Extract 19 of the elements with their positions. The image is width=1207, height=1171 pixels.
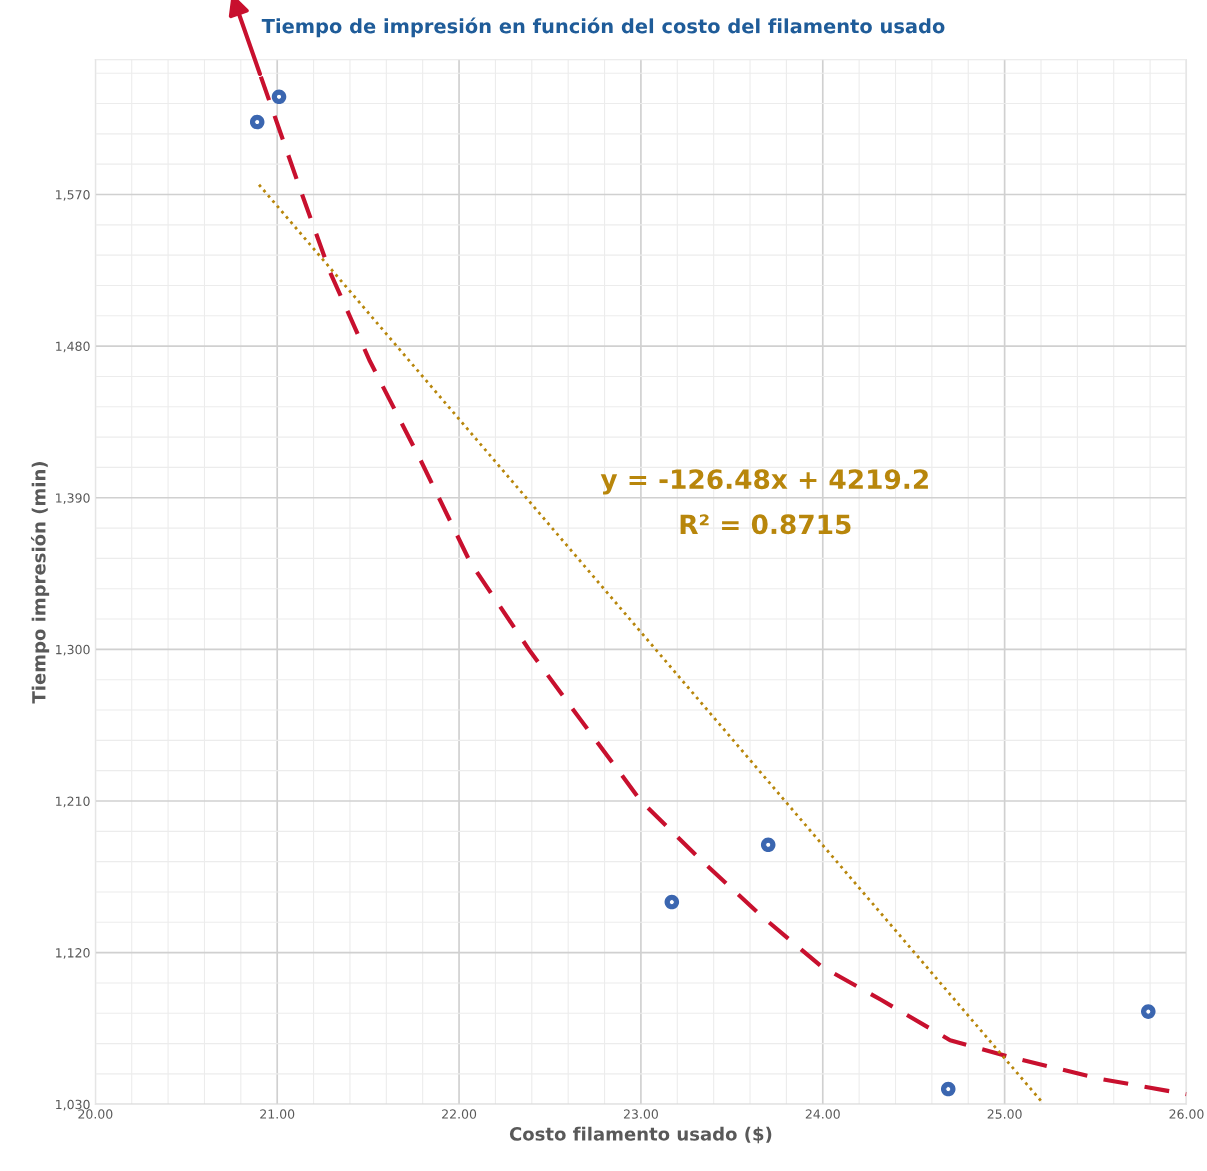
x-tick-label: 20.00	[78, 1109, 113, 1119]
annotation: y = -126.48x + 4219.2	[600, 469, 928, 495]
x-axis-title: Costo filamento usado ($)	[509, 1126, 772, 1144]
x-tick-label: 21.00	[260, 1109, 295, 1119]
x-tick-label: 25.00	[987, 1109, 1022, 1119]
x-tick-label: 23.00	[623, 1109, 658, 1119]
y-tick-label: 1,570	[56, 189, 90, 201]
annotation: R² = 0.8715	[680, 514, 851, 535]
chart-title: Tiempo de impresión en función del costo del filamento usado	[261, 17, 945, 38]
y-tick-label: 1,210	[56, 796, 90, 808]
x-tick-label: 24.00	[805, 1109, 840, 1119]
y-tick-label: 1,030	[56, 1099, 90, 1111]
y-tick-label: 1,120	[56, 948, 90, 959]
x-tick-label: 22.00	[442, 1109, 477, 1119]
y-tick-label: 1,480	[56, 341, 90, 353]
x-tick-label: 26.00	[1169, 1109, 1204, 1119]
y-tick-label: 1,390	[56, 493, 90, 504]
y-axis-title: Tiempo impresión (min)	[30, 461, 50, 704]
y-tick-label: 1,300	[56, 644, 90, 656]
